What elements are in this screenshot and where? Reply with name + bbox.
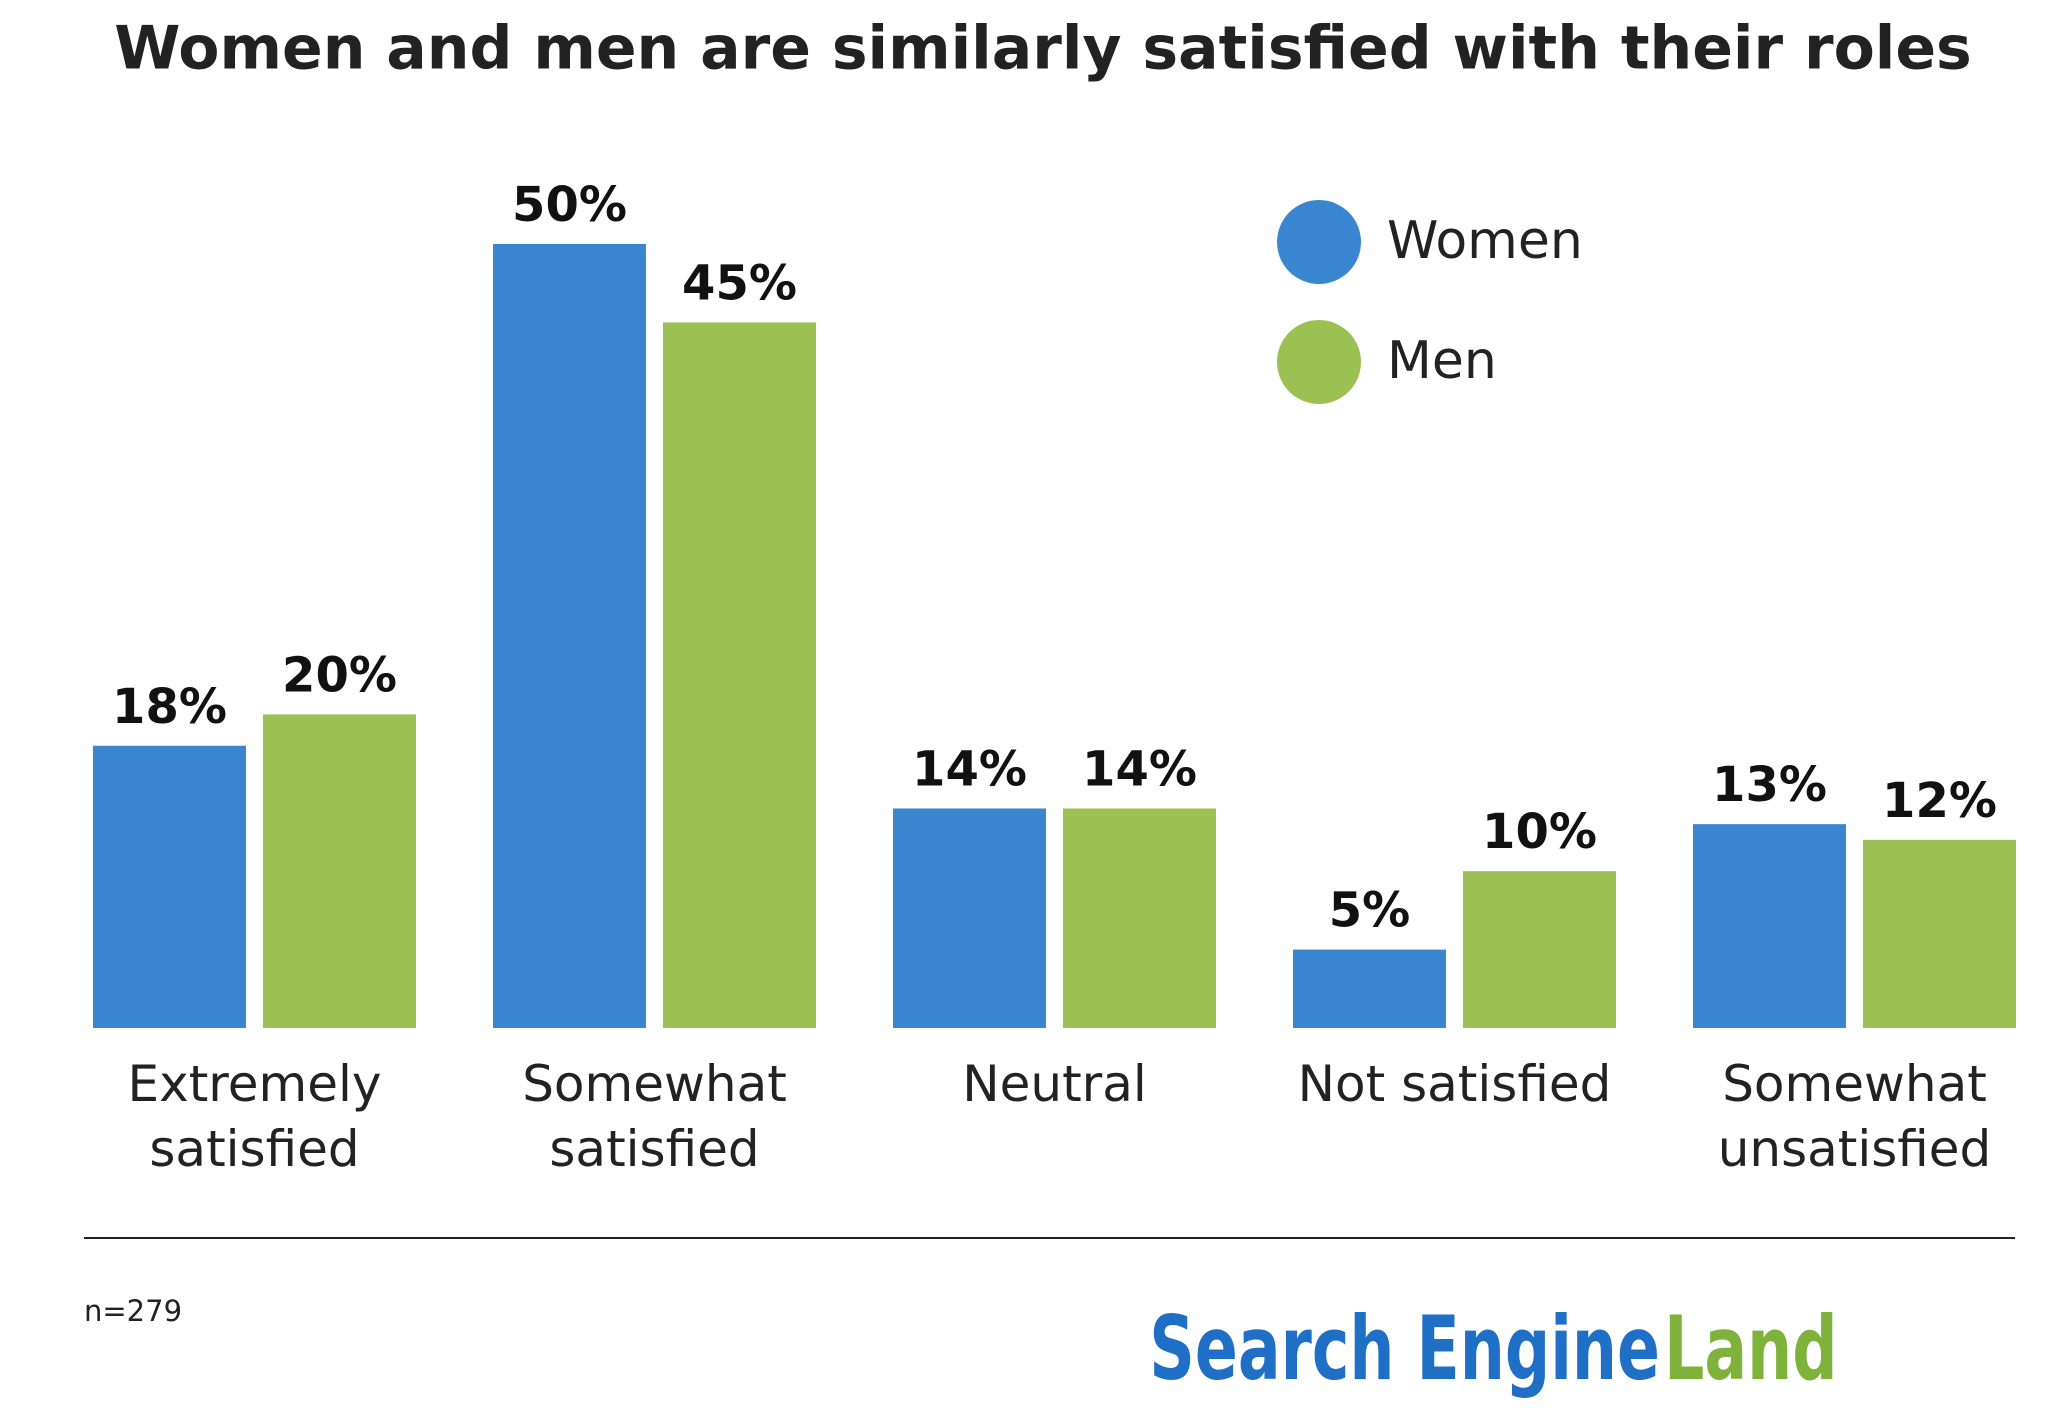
bar	[263, 714, 416, 1028]
bar	[663, 322, 816, 1028]
value-label: 14%	[1082, 741, 1197, 797]
bar	[893, 808, 1046, 1028]
value-label: 18%	[112, 679, 227, 735]
bar	[93, 745, 246, 1028]
sample-note: n=279	[84, 1294, 182, 1328]
bar	[1693, 824, 1846, 1028]
bar	[493, 244, 646, 1028]
category-label: Extremely satisfied	[127, 1055, 382, 1178]
bar	[1863, 839, 2016, 1028]
value-label: 12%	[1882, 773, 1997, 829]
category-label: Somewhat satisfied	[522, 1055, 787, 1178]
value-label: 45%	[682, 255, 797, 311]
value-label: 5%	[1329, 883, 1411, 939]
chart-title: Women and men are similarly satisfied wi…	[114, 14, 1972, 84]
value-label: 20%	[282, 647, 397, 703]
category-label: Neutral	[962, 1055, 1147, 1113]
logo-accent: Land	[1664, 1299, 1838, 1401]
value-label: 14%	[912, 741, 1027, 797]
category-label: Not satisfied	[1297, 1055, 1612, 1113]
category-label: Somewhat unsatisfied	[1717, 1055, 1992, 1178]
value-label: 10%	[1482, 804, 1597, 860]
value-label: 50%	[512, 177, 627, 233]
value-label: 13%	[1712, 757, 1827, 813]
logo-main: Search Engine	[1149, 1299, 1660, 1401]
bar	[1063, 808, 1216, 1028]
legend-marker	[1277, 320, 1361, 404]
legend-label: Women	[1387, 211, 1583, 271]
legend-marker	[1277, 200, 1361, 284]
legend-label: Men	[1387, 331, 1497, 391]
bar	[1463, 871, 1616, 1028]
bar	[1293, 949, 1446, 1028]
